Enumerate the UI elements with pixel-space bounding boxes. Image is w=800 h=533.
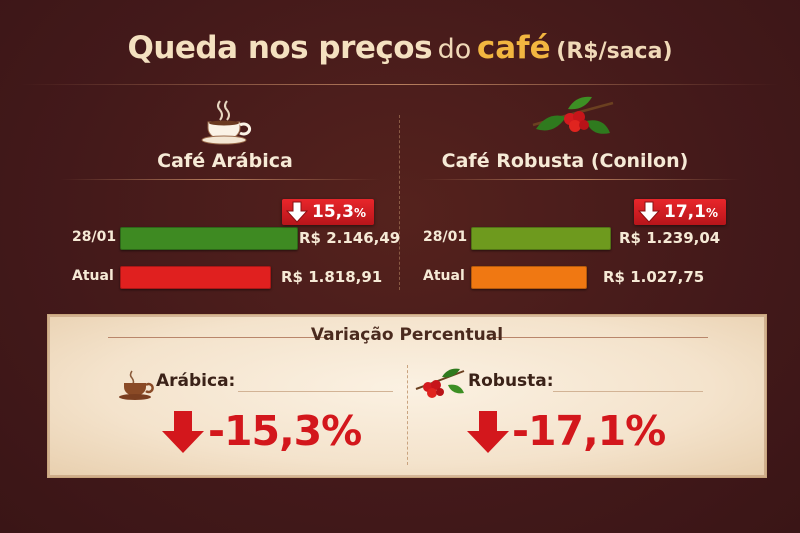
panel-divider xyxy=(407,365,408,465)
robusta-value-1: R$ 1.027,75 xyxy=(603,268,705,286)
arrow-down-icon xyxy=(286,201,308,223)
panel-robusta-label: Robusta: xyxy=(468,371,554,391)
coffee-cup-icon xyxy=(201,100,252,145)
arabica-change-badge: 15,3% xyxy=(282,199,374,225)
arabica-value-1: R$ 1.818,91 xyxy=(281,268,383,286)
robusta-row-label-0: 28/01 xyxy=(423,229,468,245)
arabica-value-0: R$ 2.146,49 xyxy=(299,229,401,247)
coffee-branch-icon xyxy=(532,96,614,134)
arabica-rule xyxy=(60,179,380,180)
panel-arabica-label: Arábica: xyxy=(156,371,236,391)
robusta-bar-1 xyxy=(471,266,587,289)
robusta-value-0: R$ 1.239,04 xyxy=(619,229,721,247)
column-divider xyxy=(399,115,400,290)
robusta-change-badge: 17,1% xyxy=(634,199,726,225)
robusta-rule xyxy=(420,179,740,180)
panel-robusta-value: -17,1% xyxy=(512,407,666,455)
panel-rule-left xyxy=(108,337,328,338)
panel-title: Variação Percentual xyxy=(310,325,504,345)
arabica-bar-0 xyxy=(120,227,298,250)
variation-panel: Variação Percentual Arábica: -15,3% Robu… xyxy=(47,314,767,478)
arabica-change-unit: % xyxy=(353,206,366,220)
title-divider xyxy=(20,84,780,85)
robusta-bar-0 xyxy=(471,227,611,250)
robusta-row-label-1: Atual xyxy=(423,268,465,284)
arabica-change-value: 15,3 xyxy=(312,202,354,222)
arrow-down-icon xyxy=(467,411,509,453)
arrow-down-icon xyxy=(162,411,204,453)
page-title: Queda nos preços do café (R$/saca) xyxy=(0,30,800,66)
title-unit: (R$/saca) xyxy=(556,39,673,64)
panel-arabica-line xyxy=(238,391,393,392)
arabica-title: Café Arábica xyxy=(157,150,293,172)
panel-robusta-line xyxy=(553,391,703,392)
panel-rule-right xyxy=(488,337,708,338)
title-part-1: Queda nos preços xyxy=(127,30,433,66)
coffee-cup-icon xyxy=(119,370,154,400)
panel-arabica-value: -15,3% xyxy=(208,407,362,455)
arrow-down-icon xyxy=(638,201,660,223)
title-part-2: do xyxy=(437,34,472,65)
coffee-branch-icon xyxy=(415,368,465,398)
robusta-change-value: 17,1 xyxy=(664,202,706,222)
arabica-row-label-0: 28/01 xyxy=(72,229,117,245)
arabica-bar-1 xyxy=(120,266,271,289)
robusta-change-unit: % xyxy=(705,206,718,220)
title-part-3: café xyxy=(476,30,551,66)
arabica-row-label-1: Atual xyxy=(72,268,114,284)
robusta-title: Café Robusta (Conilon) xyxy=(441,150,689,172)
